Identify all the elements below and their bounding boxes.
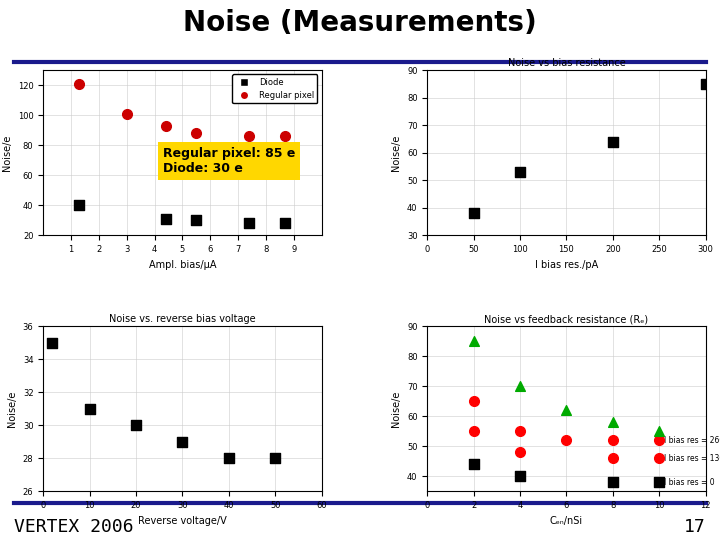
Title: Noise vs bias resistance: Noise vs bias resistance — [508, 58, 625, 68]
Text: Regular pixel: 85 e
Diode: 30 e: Regular pixel: 85 e Diode: 30 e — [163, 147, 295, 176]
Point — [514, 472, 526, 481]
Text: I bias res = 130 p A: I bias res = 130 p A — [664, 454, 720, 463]
Point — [654, 436, 665, 444]
Text: 17: 17 — [684, 518, 706, 536]
Point — [468, 427, 480, 436]
Point — [654, 454, 665, 463]
Point — [561, 436, 572, 444]
Point — [243, 132, 255, 140]
Point — [84, 404, 95, 413]
Point — [561, 406, 572, 415]
Point — [47, 339, 58, 347]
Point — [191, 129, 202, 138]
Point — [269, 454, 281, 463]
Y-axis label: Noise/e: Noise/e — [392, 390, 401, 427]
X-axis label: Reverse voltage/V: Reverse voltage/V — [138, 516, 227, 525]
Point — [700, 79, 711, 88]
Point — [607, 454, 618, 463]
Text: I bias res = 260 pA: I bias res = 260 pA — [664, 436, 720, 445]
Point — [160, 214, 171, 223]
Title: Noise vs feedback resistance (Rₑ): Noise vs feedback resistance (Rₑ) — [485, 314, 649, 324]
Point — [191, 216, 202, 225]
Point — [468, 209, 480, 218]
X-axis label: Cₑₙ/nSi: Cₑₙ/nSi — [550, 516, 583, 525]
Point — [607, 138, 618, 146]
Y-axis label: Noise/e: Noise/e — [2, 134, 12, 171]
Point — [468, 397, 480, 406]
Text: VERTEX 2006: VERTEX 2006 — [14, 518, 134, 536]
Point — [654, 478, 665, 487]
Point — [607, 478, 618, 487]
Point — [654, 427, 665, 436]
Point — [468, 337, 480, 346]
Point — [130, 421, 142, 430]
X-axis label: I bias res./pA: I bias res./pA — [535, 260, 598, 269]
Point — [514, 427, 526, 436]
Point — [73, 201, 85, 210]
Point — [223, 454, 235, 463]
Text: Noise (Measurements): Noise (Measurements) — [183, 9, 537, 37]
Y-axis label: Noise/e: Noise/e — [392, 134, 401, 171]
Point — [607, 418, 618, 427]
Point — [468, 460, 480, 469]
Legend: Diode, Regular pixel: Diode, Regular pixel — [232, 75, 318, 103]
Point — [514, 168, 526, 177]
Title: Noise vs. reverse bias voltage: Noise vs. reverse bias voltage — [109, 314, 256, 324]
Point — [73, 79, 85, 88]
Point — [121, 110, 132, 118]
X-axis label: Ampl. bias/μA: Ampl. bias/μA — [148, 260, 216, 269]
Point — [514, 382, 526, 390]
Point — [607, 436, 618, 444]
Point — [176, 437, 188, 446]
Text: I bias res = 0: I bias res = 0 — [664, 478, 714, 487]
Point — [243, 219, 255, 228]
Y-axis label: Noise/e: Noise/e — [7, 390, 17, 427]
Point — [514, 448, 526, 457]
Point — [279, 132, 291, 140]
Point — [279, 219, 291, 228]
Point — [160, 122, 171, 130]
